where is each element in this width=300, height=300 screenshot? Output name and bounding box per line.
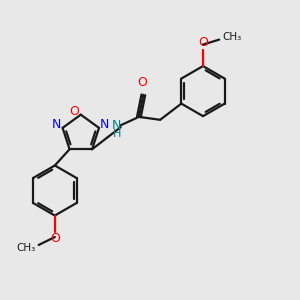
Text: CH₃: CH₃ [16,243,36,253]
Text: O: O [198,36,208,49]
Text: O: O [69,105,79,118]
Text: H: H [113,129,121,139]
Text: CH₃: CH₃ [222,32,242,42]
Text: N: N [112,119,122,132]
Text: O: O [137,76,147,89]
Text: N: N [52,118,62,131]
Text: O: O [50,232,60,245]
Text: N: N [100,118,110,131]
